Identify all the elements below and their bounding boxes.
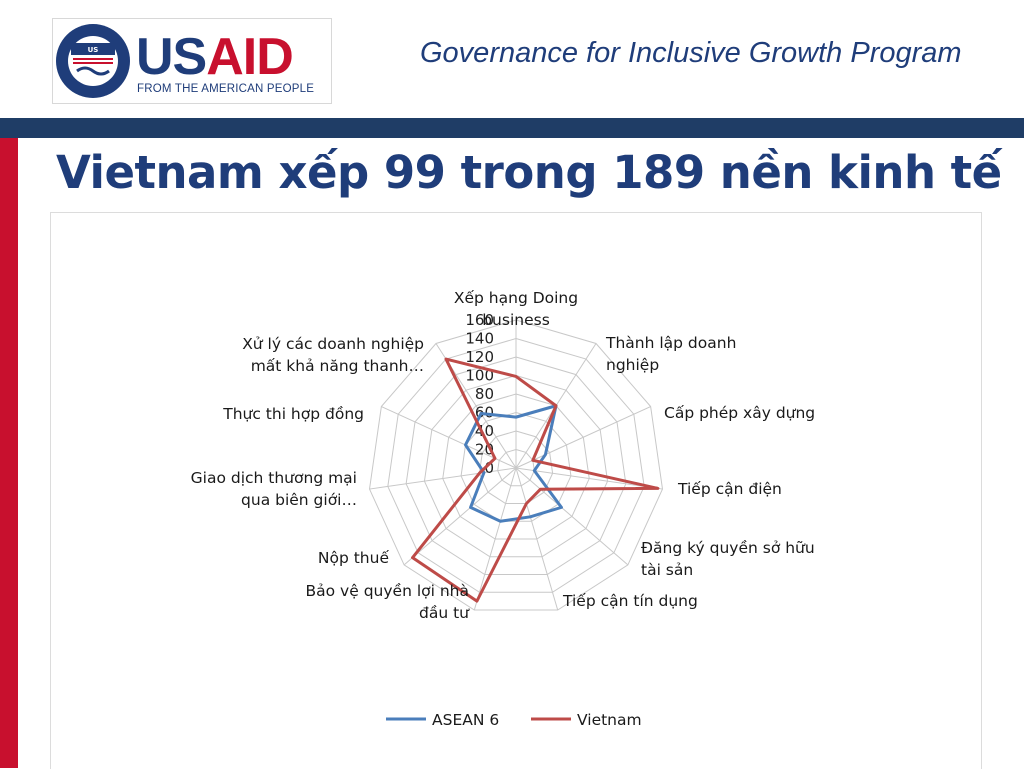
radial-tick-label: 100 xyxy=(465,367,494,385)
program-title: Governance for Inclusive Growth Program xyxy=(420,37,962,69)
radar-grid xyxy=(368,319,664,611)
usaid-tagline: FROM THE AMERICAN PEOPLE xyxy=(137,83,315,95)
grid-spoke xyxy=(515,467,629,566)
radial-tick-label: 160 xyxy=(465,311,494,329)
category-label: Tiếp cận tín dụng xyxy=(562,592,698,610)
series-line-asean-6 xyxy=(464,404,563,523)
category-label: Thực thi hợp đồng xyxy=(222,405,364,423)
radar-series xyxy=(411,357,660,603)
slide-title: Vietnam xếp 99 trong 189 nền kinh tế xyxy=(56,146,1002,199)
category-label: Thành lập doanh nghiệp xyxy=(605,334,736,374)
usaid-logo: US USAID FROM THE AMERICAN PEOPLE xyxy=(52,18,332,104)
category-label: Tiếp cận điện xyxy=(677,480,782,498)
grid-spoke xyxy=(369,467,517,490)
category-label: Cấp phép xây dựng xyxy=(664,404,815,422)
legend-label: ASEAN 6 xyxy=(432,711,499,729)
grid-ring xyxy=(497,448,535,487)
grid-ring xyxy=(442,393,590,540)
category-label: Bảo vệ quyền lợi nhà đầu tư xyxy=(306,582,471,622)
radial-tick-label: 80 xyxy=(475,385,494,403)
grid-spoke xyxy=(515,467,663,490)
header-band xyxy=(0,118,1024,138)
chart-legend: ASEAN 6 Vietnam xyxy=(386,711,642,729)
grid-spoke xyxy=(515,406,651,469)
category-label: Xếp hạng Doing business xyxy=(454,289,578,329)
radial-tick-label: 0 xyxy=(484,459,494,477)
grid-ring xyxy=(387,337,645,593)
grid-ring xyxy=(405,356,627,576)
category-label: Đăng ký quyền sở hữu tài sản xyxy=(641,539,815,579)
radial-tick-label: 120 xyxy=(465,348,494,366)
left-accent-bar xyxy=(0,138,18,768)
category-label: Nộp thuế xyxy=(318,549,390,567)
category-label: Xử lý các doanh nghiệp mất khả năng thanh… xyxy=(242,335,424,375)
usaid-wordmark: USAID xyxy=(136,28,294,86)
seal-usaid-text: US xyxy=(88,46,99,54)
chart-frame: 0 20 40 60 80 100 120 140 160 Xếp hạng Doing busi… xyxy=(50,212,982,769)
series-line-vietnam xyxy=(411,357,660,603)
grid-ring xyxy=(368,319,664,611)
grid-spoke xyxy=(515,467,559,611)
usaid-seal-icon: US xyxy=(56,24,130,98)
grid-spoke xyxy=(403,467,517,566)
category-label: Giao dịch thương mại qua biên giới… xyxy=(191,469,357,509)
grid-ring xyxy=(423,374,609,558)
category-labels: Xếp hạng Doing business Thành lập doanh ngh… xyxy=(191,289,816,622)
legend-label: Vietnam xyxy=(577,711,642,729)
radial-tick-label: 140 xyxy=(465,330,494,348)
grid-spoke xyxy=(473,467,517,611)
